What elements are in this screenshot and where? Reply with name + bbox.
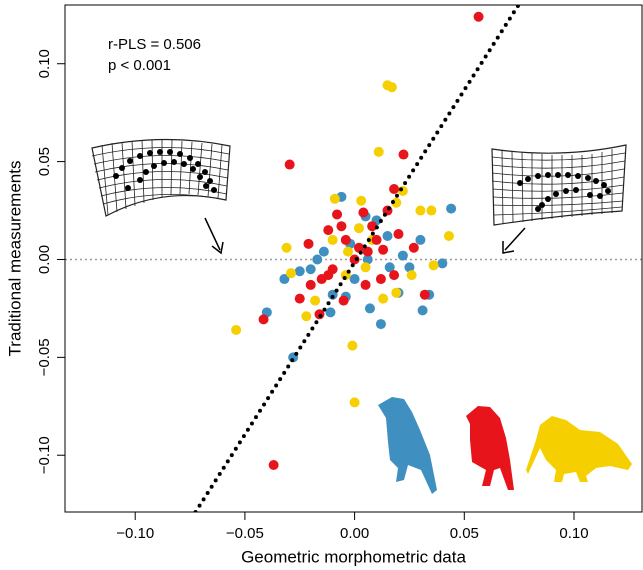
data-point bbox=[323, 225, 334, 236]
data-point bbox=[426, 205, 437, 216]
data-point bbox=[375, 319, 386, 330]
data-point bbox=[378, 293, 389, 304]
data-point bbox=[415, 234, 426, 245]
data-point bbox=[437, 258, 448, 269]
data-point bbox=[417, 305, 428, 316]
bird-yellow bbox=[526, 416, 632, 482]
data-point bbox=[231, 324, 242, 335]
bird-red bbox=[466, 406, 514, 490]
data-point bbox=[408, 242, 419, 253]
data-point bbox=[301, 311, 312, 322]
data-point bbox=[360, 262, 371, 273]
data-point bbox=[356, 195, 367, 206]
data-point bbox=[358, 207, 369, 218]
data-point bbox=[258, 314, 269, 325]
data-point bbox=[336, 221, 347, 232]
y-tick-label: 0.05 bbox=[36, 147, 53, 176]
bird-blue bbox=[378, 397, 437, 494]
data-point bbox=[389, 184, 400, 195]
data-point bbox=[404, 262, 415, 273]
data-point bbox=[393, 229, 404, 240]
deformation-grid-right bbox=[491, 144, 627, 226]
data-point bbox=[367, 221, 378, 232]
data-point bbox=[371, 234, 382, 245]
data-point bbox=[303, 238, 314, 249]
data-point bbox=[347, 340, 358, 351]
data-point bbox=[312, 254, 323, 265]
data-point bbox=[294, 293, 305, 304]
data-point bbox=[338, 295, 349, 306]
data-point bbox=[353, 242, 364, 253]
data-point bbox=[349, 254, 360, 265]
data-point bbox=[364, 303, 375, 314]
annotation: p < 0.001 bbox=[108, 57, 171, 74]
x-tick-label: 0.00 bbox=[340, 525, 369, 542]
data-point bbox=[397, 250, 408, 261]
data-point bbox=[391, 287, 402, 298]
data-point bbox=[428, 260, 439, 271]
data-point bbox=[446, 203, 457, 214]
data-point bbox=[340, 234, 351, 245]
y-tick-label: 0.10 bbox=[36, 49, 53, 78]
data-point bbox=[327, 234, 338, 245]
data-point bbox=[406, 270, 417, 281]
data-point bbox=[310, 295, 321, 306]
data-point bbox=[386, 82, 397, 93]
deformation-grid-left bbox=[91, 138, 231, 217]
plot-area bbox=[65, 5, 642, 512]
data-point bbox=[397, 185, 408, 196]
data-point bbox=[353, 223, 364, 234]
data-point bbox=[294, 266, 305, 277]
data-point bbox=[305, 279, 316, 290]
data-point bbox=[343, 246, 354, 257]
data-point bbox=[375, 274, 386, 285]
x-axis-label: Geometric morphometric data bbox=[241, 547, 466, 566]
data-point bbox=[318, 246, 329, 257]
x-tick-label: 0.05 bbox=[450, 525, 479, 542]
data-point bbox=[443, 230, 454, 241]
data-point bbox=[362, 246, 373, 257]
data-point bbox=[378, 244, 389, 255]
data-point bbox=[419, 289, 430, 300]
data-point bbox=[285, 268, 296, 279]
data-point bbox=[360, 279, 371, 290]
fit-line bbox=[193, 5, 521, 512]
data-point bbox=[398, 149, 409, 160]
y-axis-label: Traditional measurements bbox=[5, 161, 24, 357]
data-point bbox=[332, 209, 343, 220]
y-tick-label: −0.10 bbox=[36, 436, 53, 474]
illustrations bbox=[91, 138, 632, 494]
y-tick-label: 0.00 bbox=[36, 245, 53, 274]
data-point bbox=[279, 274, 290, 285]
data-point bbox=[281, 242, 292, 253]
plot-frame bbox=[64, 4, 643, 513]
data-point bbox=[362, 254, 373, 265]
data-point bbox=[268, 460, 279, 471]
data-point bbox=[473, 11, 484, 22]
data-point bbox=[329, 193, 340, 204]
annotation: r-PLS = 0.506 bbox=[108, 36, 201, 53]
x-tick-label: −0.05 bbox=[226, 525, 264, 542]
data-point bbox=[323, 270, 334, 281]
data-point bbox=[389, 270, 400, 281]
data-point bbox=[305, 264, 316, 275]
data-point bbox=[284, 159, 295, 170]
data-point bbox=[384, 262, 395, 273]
data-point bbox=[327, 289, 338, 300]
data-point bbox=[373, 146, 384, 157]
data-point bbox=[382, 230, 393, 241]
data-point bbox=[325, 307, 336, 318]
x-tick-label: −0.10 bbox=[116, 525, 154, 542]
data-point bbox=[349, 397, 360, 408]
x-tick-label: 0.10 bbox=[559, 525, 588, 542]
data-point bbox=[415, 205, 426, 216]
data-point bbox=[349, 274, 360, 285]
y-tick-label: −0.05 bbox=[36, 338, 53, 376]
